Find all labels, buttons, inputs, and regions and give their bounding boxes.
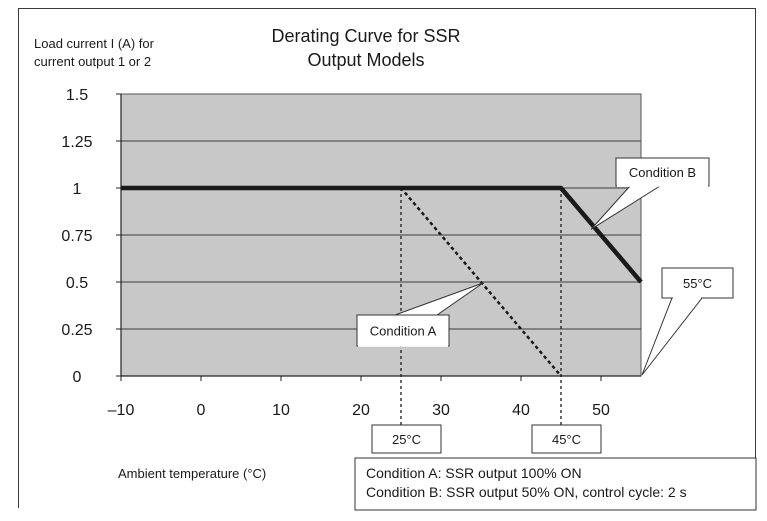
legend-entry: Condition B: SSR output 50% ON, control … [366, 484, 687, 500]
label-25c-text: 25°C [392, 432, 421, 447]
callout-55-pointer [641, 297, 704, 376]
condition-legend: Condition A: SSR output 100% ON Condition… [354, 457, 757, 511]
callout-condition-b-text: Condition B [629, 165, 696, 180]
callout-55c-box [661, 267, 734, 299]
y-tick-label: 0.5 [66, 275, 88, 292]
label-45c-text: 45°C [552, 432, 581, 447]
chart-frame [18, 8, 756, 508]
callout-55c: 55°C [661, 267, 734, 299]
callout-condition-a-box [356, 314, 450, 347]
x-tick-label: 30 [432, 402, 450, 419]
y-tick-label: 1 [73, 181, 82, 198]
x-tick-label: –10 [108, 402, 135, 419]
y-axis-label-line2: current output 1 or 2 [34, 54, 151, 69]
x-tick-label: 50 [592, 402, 610, 419]
y-tick-label: 1.25 [61, 134, 92, 151]
chart-title-line2: Output Models [307, 50, 424, 70]
y-tick-label: 1.5 [66, 87, 88, 104]
x-axis-label: Ambient temperature (°C) [118, 466, 266, 481]
legend-entry: Condition A: SSR output 100% ON [366, 465, 582, 481]
chart-title-line1: Derating Curve for SSR [271, 26, 460, 46]
x-tick-label: 40 [512, 402, 530, 419]
label-45c-box [531, 424, 602, 454]
callout-condition-a: Condition A [356, 282, 484, 347]
legend-box [354, 457, 757, 511]
callout-condition-a-text: Condition A [370, 324, 437, 339]
y-tick-label: 0.25 [61, 322, 92, 339]
y-axis-label-line1: Load current I (A) for [34, 36, 155, 51]
callout-condition-b: Condition B [590, 157, 710, 230]
label-45c: 45°C [531, 424, 602, 454]
x-tick-label: 10 [272, 402, 290, 419]
callout-condition-b-box [615, 157, 710, 187]
callout-55c-text: 55°C [683, 276, 712, 291]
y-tick-label: 0.75 [61, 228, 92, 245]
label-25c: 25°C [371, 424, 442, 454]
x-tick-label: 0 [197, 402, 206, 419]
label-25c-box [371, 424, 442, 454]
x-tick-label: 20 [352, 402, 370, 419]
y-tick-label: 0 [73, 369, 82, 386]
